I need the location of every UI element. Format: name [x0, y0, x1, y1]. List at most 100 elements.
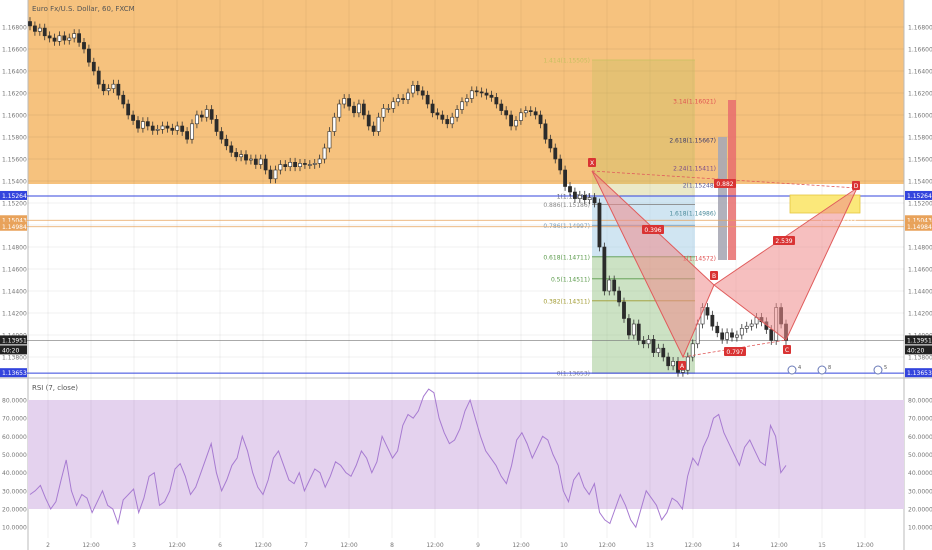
price-tick-label: 1.16600	[908, 47, 932, 54]
price-tick-label: 1.14800	[908, 245, 932, 252]
candle-body	[62, 35, 67, 41]
time-tick-label: 7	[304, 542, 308, 549]
candle-body	[489, 94, 494, 98]
candle-body	[219, 131, 224, 140]
candle-body	[263, 158, 268, 171]
price-badge-label-left: 1.13653	[2, 370, 27, 377]
rsi-tick-label: 10.0000	[908, 525, 932, 532]
price-badge	[905, 190, 932, 200]
harmonic-pattern: X A B C D 0.882 0.396 2.539 0.797 4 8 5	[588, 158, 887, 375]
candle-body	[666, 356, 671, 367]
candle-body	[705, 307, 710, 316]
candle-body	[131, 114, 135, 121]
rsi-tick-label-left: 80.0000	[2, 398, 27, 405]
candle-body	[224, 138, 229, 147]
candle-body	[494, 97, 499, 105]
candle-body	[347, 98, 351, 107]
candle-body	[469, 90, 474, 99]
pattern-point-label: X	[590, 160, 594, 167]
rsi-tick-label-left: 50.0000	[2, 452, 27, 459]
candle-body	[563, 169, 567, 187]
candle-body	[357, 103, 361, 114]
pattern-point-badge	[588, 158, 596, 167]
candle-body	[577, 195, 582, 199]
candle-body	[52, 37, 57, 42]
candle-body	[366, 114, 371, 127]
fib-level-label: 0.786(1.14997)	[543, 223, 590, 230]
time-tick-label: 12:00	[856, 542, 873, 549]
candle-body	[622, 301, 626, 319]
price-badge-left	[0, 345, 27, 355]
price-tick-label-left: 1.14600	[2, 267, 27, 274]
candle-body	[749, 323, 754, 327]
time-tick-label: 12:00	[598, 542, 615, 549]
candle-body	[204, 109, 209, 118]
candle-body	[597, 202, 602, 248]
candle-body	[145, 121, 150, 127]
candle-body	[543, 123, 548, 140]
rsi-tick-label-left: 40.0000	[2, 470, 27, 477]
candle-body	[91, 61, 96, 72]
price-tick-label: 1.14600	[908, 267, 932, 274]
pattern-ratio-badge	[714, 179, 736, 188]
price-tick-label: 1.15400	[908, 179, 932, 186]
candle-body	[465, 98, 469, 103]
candle-body	[636, 323, 641, 341]
candle-body	[47, 35, 52, 39]
price-badge-label: 1.13951	[907, 337, 932, 344]
candle-body	[735, 334, 739, 338]
candle-body	[258, 158, 263, 165]
candle-body	[278, 164, 283, 171]
rsi-tick-label-left: 30.0000	[2, 488, 27, 495]
pattern-ratio-label: 0.882	[716, 181, 733, 188]
rsi-tick-label: 20.0000	[908, 507, 932, 514]
candle-body	[450, 116, 455, 125]
event-icon-label: 8	[828, 365, 831, 371]
price-tick-label-left: 1.14200	[2, 311, 27, 318]
candle-body	[342, 98, 347, 105]
candle-body	[352, 105, 356, 114]
pattern-point-badge	[710, 271, 718, 280]
candle-body	[479, 91, 484, 94]
projection-level-label: 2.24(1.15411)	[673, 166, 716, 173]
price-badge-label: 1.14984	[907, 224, 932, 231]
time-tick-label: 13	[646, 542, 654, 549]
event-icon-label: 4	[798, 365, 801, 371]
time-tick-label: 12:00	[770, 542, 787, 549]
candle-body	[681, 369, 685, 373]
time-tick-label: 10	[560, 542, 568, 549]
candle-body	[523, 110, 528, 114]
candle-body	[361, 103, 366, 116]
candle-body	[695, 323, 700, 345]
candle-body	[116, 83, 121, 96]
candle-body	[273, 169, 278, 180]
projection-level-label: 2.618(1.15667)	[669, 138, 716, 145]
candle-body	[445, 119, 450, 125]
candle-body	[317, 158, 322, 164]
candle-body	[303, 163, 307, 165]
candle-body	[612, 279, 617, 292]
orange-zone	[28, 0, 904, 184]
candle-body	[558, 158, 563, 171]
candle-body	[126, 103, 131, 116]
price-badge-label: 40:20	[907, 347, 924, 354]
candle-body	[337, 103, 342, 118]
candle-body	[592, 197, 597, 204]
candle-body	[671, 361, 675, 367]
time-tick-label: 12:00	[426, 542, 443, 549]
price-badge	[905, 368, 932, 378]
candle-body	[160, 125, 165, 130]
rsi-tick-label: 70.0000	[908, 416, 932, 423]
candle-body	[106, 88, 111, 92]
candle-body	[725, 332, 729, 340]
price-tick-label: 1.13800	[908, 355, 932, 362]
candle-body	[190, 123, 194, 140]
candle-body	[396, 98, 401, 103]
time-tick-label: 15	[818, 542, 826, 549]
candle-body	[57, 35, 62, 42]
rsi-title: RSI (7, close)	[32, 384, 78, 392]
pattern-point-label: C	[785, 347, 789, 354]
price-tick-label: 1.14400	[908, 289, 932, 296]
price-tick-label-left: 1.14400	[2, 289, 27, 296]
